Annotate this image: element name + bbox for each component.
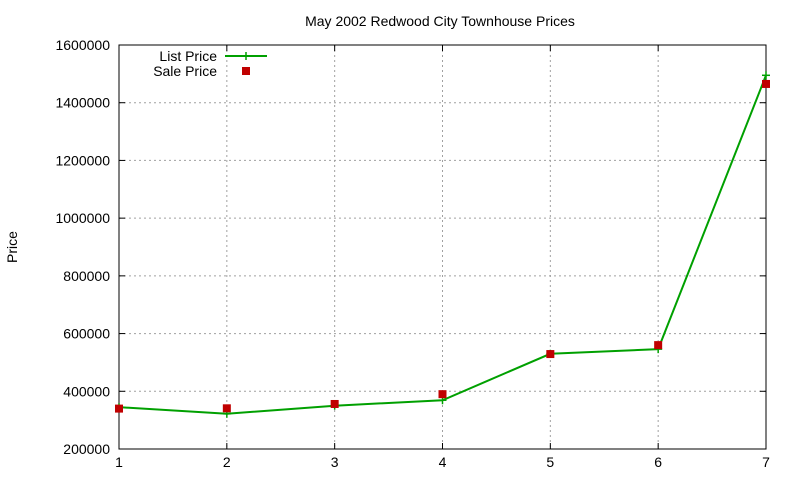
- point-sale-price: [222, 404, 231, 413]
- point-list-price: [762, 71, 770, 80]
- plot-area: [115, 71, 770, 418]
- legend-label-sale-price: Sale Price: [153, 63, 217, 79]
- axes: 2000004000006000008000001000000120000014…: [55, 37, 770, 470]
- y-tick-label: 600000: [63, 326, 110, 342]
- point-sale-price: [330, 399, 339, 408]
- x-tick-label: 5: [546, 454, 554, 470]
- y-tick-label: 1000000: [55, 210, 110, 226]
- point-sale-price: [654, 341, 663, 350]
- y-tick-label: 400000: [63, 383, 110, 399]
- x-tick-label: 4: [439, 454, 447, 470]
- x-tick-label: 2: [223, 454, 231, 470]
- y-tick-label: 200000: [63, 441, 110, 457]
- y-tick-label: 1400000: [55, 95, 110, 111]
- legend: List Price Sale Price: [153, 48, 267, 79]
- y-tick-label: 1200000: [55, 152, 110, 168]
- point-sale-price: [438, 390, 447, 399]
- y-axis-label: Price: [4, 231, 20, 263]
- x-tick-label: 6: [654, 454, 662, 470]
- legend-label-list-price: List Price: [159, 48, 217, 64]
- legend-key-list-price-marker: [242, 52, 250, 60]
- grid: [119, 45, 766, 449]
- chart-title: May 2002 Redwood City Townhouse Prices: [305, 13, 575, 29]
- x-tick-label: 7: [762, 454, 770, 470]
- x-tick-label: 1: [115, 454, 123, 470]
- y-tick-label: 800000: [63, 268, 110, 284]
- point-sale-price: [762, 79, 770, 88]
- point-sale-price: [546, 350, 555, 359]
- y-tick-label: 1600000: [55, 37, 110, 53]
- point-sale-price: [115, 404, 123, 413]
- x-tick-label: 3: [331, 454, 339, 470]
- legend-key-sale-price-marker: [242, 67, 250, 75]
